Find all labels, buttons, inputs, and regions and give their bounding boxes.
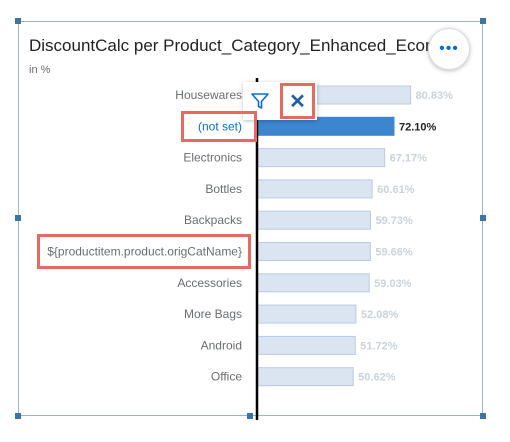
resize-handle-bottom-left[interactable] [15,413,21,419]
filter-button[interactable] [249,90,271,112]
bar-4[interactable] [256,210,371,230]
bar-5[interactable] [256,242,371,261]
category-label[interactable]: Android [201,338,242,352]
resize-handle-bottom-right[interactable] [480,413,486,419]
category-label[interactable]: Electronics [183,151,242,165]
value-label: 51.72% [360,340,398,352]
bar-8[interactable] [256,335,356,355]
resize-handle-bottom[interactable] [247,413,253,419]
category-label[interactable]: ${productitem.product.origCatName} [47,245,242,259]
resize-handle-top-right[interactable] [480,18,486,24]
category-label[interactable]: Office [211,370,242,384]
chart-title: DiscountCalc per Product_Category_Enhanc… [29,36,449,55]
value-label: 59.73% [375,215,413,227]
category-label[interactable]: Housewares [175,88,242,102]
filter-icon [251,93,269,109]
value-label: 72.10% [399,121,437,133]
value-label: 59.03% [374,278,412,290]
bar-6[interactable] [256,273,370,293]
resize-handle-right[interactable] [480,215,486,221]
bar-1[interactable] [256,116,395,136]
bar-7[interactable] [256,304,357,324]
more-options-button[interactable]: ••• [428,28,470,70]
bar-3[interactable] [256,179,373,199]
resize-handle-top-left[interactable] [15,18,21,24]
value-label: 60.61% [377,184,415,196]
value-label: 52.08% [361,309,399,321]
more-horizontal-icon: ••• [439,40,459,57]
category-label[interactable]: Bottles [205,182,242,196]
close-icon: ✕ [289,90,306,113]
bar-9[interactable] [256,367,354,387]
category-label[interactable]: (not set) [198,119,242,133]
value-label: 80.83% [416,90,454,102]
category-label[interactable]: More Bags [184,307,242,321]
resize-handle-left[interactable] [15,215,21,221]
value-label: 59.66% [375,247,413,259]
bar-2[interactable] [256,148,386,168]
category-label[interactable]: Accessories [177,276,242,290]
chart-subtitle: in % [29,64,51,76]
value-label: 67.17% [390,153,428,165]
category-label[interactable]: Backpacks [184,213,242,227]
close-selection-button[interactable]: ✕ [280,83,315,119]
value-label: 50.62% [358,372,396,384]
